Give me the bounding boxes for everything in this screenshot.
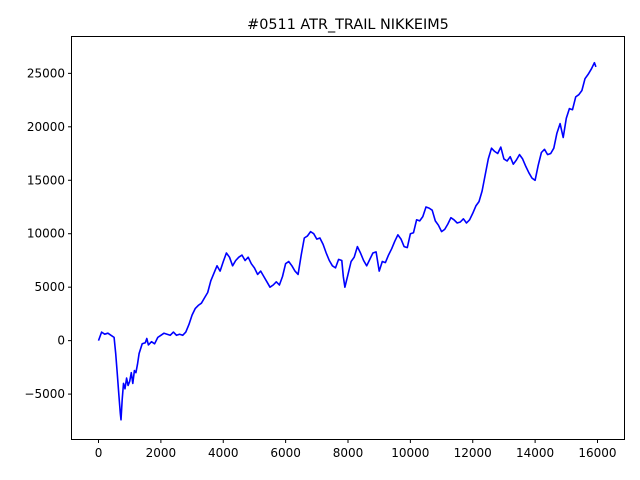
axes-frame: [71, 36, 625, 440]
series-line-0: [97, 61, 597, 421]
y-axis: −5000 0 5000 10000 15000 20000 25000: [24, 66, 72, 401]
y-tick-label: 10000: [27, 227, 65, 241]
x-tick-label: 0: [95, 446, 103, 460]
x-tick-label: 6000: [270, 446, 301, 460]
x-tick-label: 2000: [146, 446, 177, 460]
x-tick-label: 14000: [516, 446, 554, 460]
x-tick-label: 10000: [391, 446, 429, 460]
x-tick-label: 4000: [208, 446, 239, 460]
y-tick-label: 15000: [27, 173, 65, 187]
y-tick-label: −5000: [24, 387, 65, 401]
x-tick-label: 12000: [454, 446, 492, 460]
y-tick-label: 5000: [34, 280, 65, 294]
y-tick-label: 25000: [27, 66, 65, 80]
x-tick-label: 16000: [578, 446, 616, 460]
x-axis: 0 2000 4000 6000 8000 10000 12000 14000 16000: [95, 439, 617, 460]
y-tick-label: 20000: [27, 120, 65, 134]
y-tick-label: 0: [57, 334, 65, 348]
plot-area: [97, 61, 597, 421]
chart-title: #0511 ATR_TRAIL NIKKEIM5: [247, 17, 449, 33]
x-tick-label: 8000: [333, 446, 364, 460]
